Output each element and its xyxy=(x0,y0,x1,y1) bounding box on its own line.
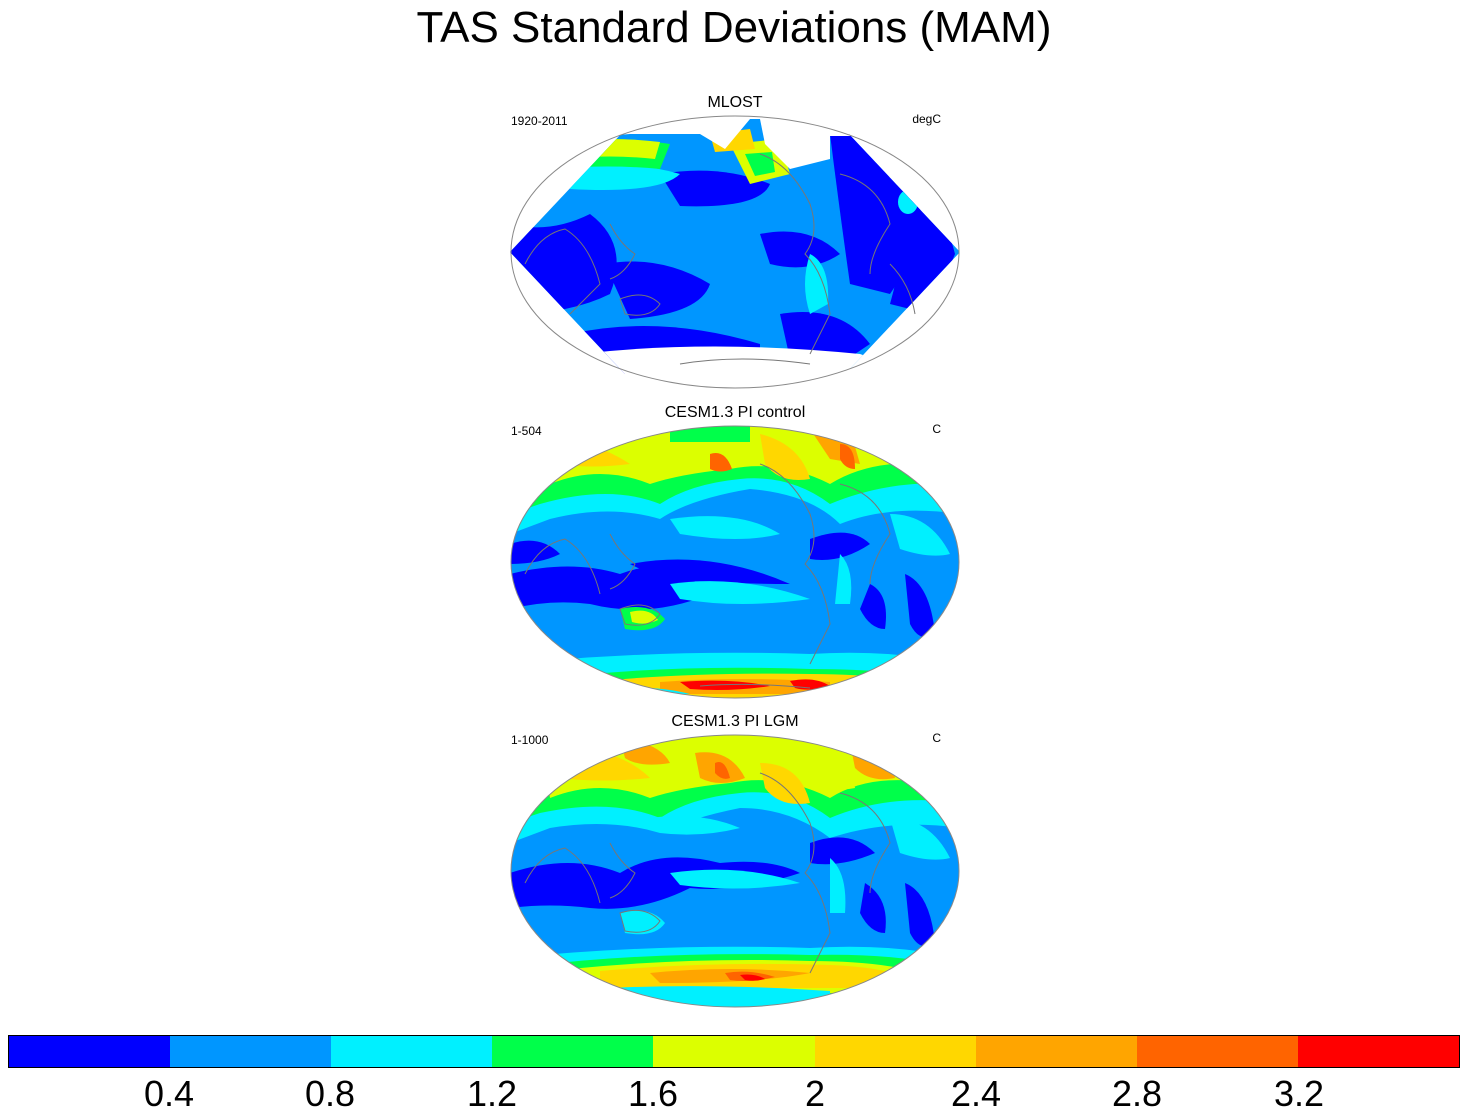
colorbar-segment xyxy=(331,1036,493,1067)
panel-period-label: 1920-2011 xyxy=(511,114,568,128)
colorbar-tick-label: 2.8 xyxy=(1111,1073,1163,1114)
colorbar-segment xyxy=(1136,1036,1298,1067)
colorbar xyxy=(8,1035,1460,1068)
world-map xyxy=(510,115,960,389)
world-map xyxy=(510,425,960,699)
colorbar-segment xyxy=(975,1036,1137,1067)
map-panel-pi-control: CESM1.3 PI control 1-504 C xyxy=(505,404,965,704)
colorbar-tick-label: 2.4 xyxy=(950,1073,1002,1114)
map-panel-pi-lgm: CESM1.3 PI LGM 1-1000 C xyxy=(505,713,965,1013)
colorbar-segment xyxy=(492,1036,654,1067)
panel-units-label: C xyxy=(932,731,941,745)
colorbar-tick-label: 3.2 xyxy=(1273,1073,1325,1114)
colorbar-tick-label: 2 xyxy=(804,1073,826,1114)
colorbar-segment xyxy=(9,1036,171,1067)
colorbar-tick-label: 0.4 xyxy=(143,1073,195,1114)
panel-period-label: 1-1000 xyxy=(511,733,549,747)
figure-title: TAS Standard Deviations (MAM) xyxy=(416,3,1052,52)
colorbar-tick-label: 1.2 xyxy=(466,1073,518,1114)
colorbar-segment xyxy=(814,1036,976,1067)
colorbar-segment xyxy=(653,1036,815,1067)
colorbar-segment xyxy=(170,1036,332,1067)
colorbar-tick-label: 0.8 xyxy=(304,1073,356,1114)
panel-units-label: degC xyxy=(912,112,941,126)
panel-period-label: 1-504 xyxy=(511,424,542,438)
world-map xyxy=(510,734,960,1008)
panel-title: MLOST xyxy=(707,94,763,111)
panel-title: CESM1.3 PI control xyxy=(664,404,806,421)
colorbar-tick-label: 1.6 xyxy=(627,1073,679,1114)
colorbar-segment xyxy=(1297,1036,1459,1067)
panel-units-label: C xyxy=(932,422,941,436)
panel-title: CESM1.3 PI LGM xyxy=(671,713,799,730)
map-panel-mlost: MLOST 1920-2011 degC xyxy=(505,94,965,394)
